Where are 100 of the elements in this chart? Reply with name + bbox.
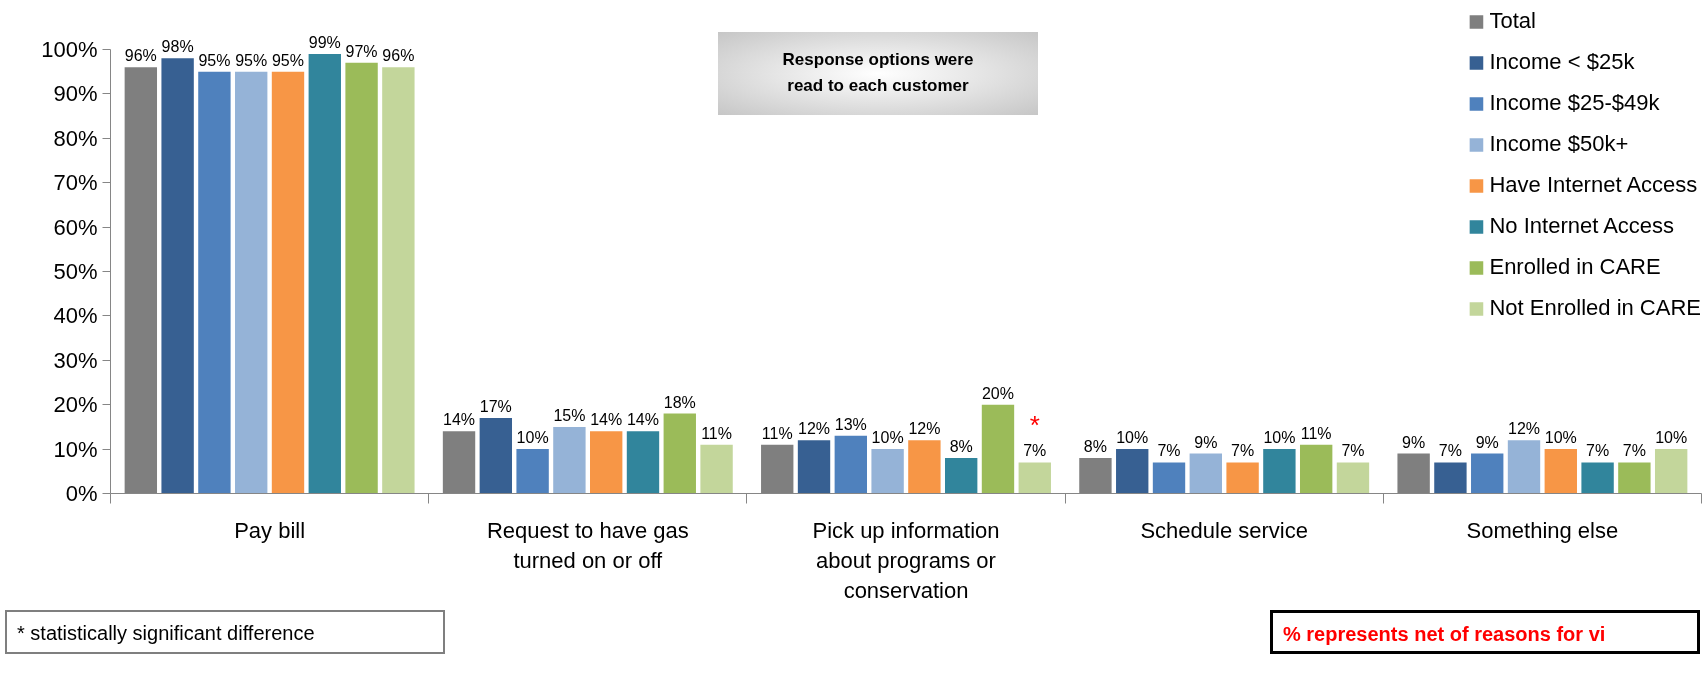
data-label: 12% [908, 420, 941, 438]
data-label: 18% [663, 393, 696, 411]
y-tick-label: 100% [41, 36, 98, 62]
text: * statistically significant difference [17, 621, 315, 646]
bar [981, 404, 1015, 494]
bar [553, 426, 586, 494]
legend-label: Total [1489, 8, 1536, 34]
bar [1336, 462, 1370, 494]
data-label: 9% [1475, 433, 1499, 451]
data-label: 9% [1402, 433, 1426, 451]
x-tick-label: Pick up information about programs or conservation [812, 517, 1000, 603]
y-tick-label: 60% [53, 214, 98, 240]
bar [1507, 440, 1541, 494]
data-label: 8% [949, 437, 973, 455]
bar [590, 431, 623, 494]
data-label: 11% [761, 424, 793, 442]
text: % represents net of reasons for vi [1283, 622, 1606, 647]
data-label: 97% [345, 42, 378, 60]
y-tick-label: 70% [53, 170, 98, 196]
y-tick-label: 20% [53, 392, 98, 418]
bar [1581, 462, 1614, 494]
bar [198, 71, 231, 494]
bar [1152, 462, 1186, 494]
bar [1189, 453, 1222, 494]
bar [663, 413, 696, 494]
bar [382, 67, 415, 494]
x-tick-label: Pay bill [234, 517, 306, 543]
bar [516, 449, 549, 494]
data-label: 95% [235, 51, 268, 69]
bar [161, 58, 194, 494]
data-label: 7% [1157, 442, 1181, 460]
data-label: 15% [553, 406, 586, 424]
data-label: 99% [308, 33, 341, 51]
y-tick-label: 30% [53, 347, 98, 373]
legend-label: Income $25-$49k [1489, 90, 1660, 116]
bar [1226, 462, 1259, 494]
data-label: 7% [1622, 442, 1646, 460]
legend-label: Not Enrolled in CARE [1489, 295, 1701, 321]
y-tick-label: 40% [53, 303, 98, 329]
bar [1544, 449, 1577, 494]
data-label: 10% [1655, 429, 1688, 447]
bar [345, 62, 378, 494]
data-label: 11% [701, 424, 732, 442]
bar [1471, 453, 1504, 494]
bar [308, 53, 341, 494]
data-label: 7% [1586, 442, 1610, 460]
y-tick-label: 80% [53, 125, 98, 151]
data-label: 7% [1023, 442, 1047, 460]
data-label: 13% [834, 415, 867, 433]
data-label: 17% [479, 398, 512, 416]
data-label: 9% [1194, 433, 1218, 451]
bar [797, 440, 831, 494]
data-label: 10% [516, 429, 549, 447]
data-label: 14% [626, 411, 660, 429]
bar [271, 71, 305, 494]
bar [871, 449, 904, 494]
x-tick-label: Schedule service [1140, 517, 1308, 543]
bar [1116, 449, 1149, 494]
annotation: * [1029, 410, 1040, 441]
data-label: 7% [1231, 442, 1255, 460]
legend-label: No Internet Access [1489, 213, 1675, 239]
data-label: 98% [161, 38, 194, 56]
x-tick-label: Request to have gas turned on or off [486, 517, 689, 573]
data-label: 12% [1507, 420, 1541, 438]
legend-label: Income $50k+ [1489, 131, 1629, 157]
data-label: 7% [1341, 442, 1365, 460]
bar [700, 444, 733, 494]
legend-label: Income < $25k [1489, 49, 1635, 75]
bar [1654, 449, 1688, 494]
data-label: 95% [271, 51, 305, 69]
bar [1618, 462, 1651, 494]
bar [908, 440, 941, 494]
y-tick-label: 0% [65, 481, 98, 506]
data-label: 10% [871, 429, 904, 447]
data-label: 14% [590, 411, 623, 429]
data-label: 10% [1116, 429, 1149, 447]
bar [1299, 444, 1333, 494]
bar [945, 457, 978, 494]
data-label: 12% [798, 420, 831, 438]
data-label: 14% [443, 411, 476, 429]
data-label: 11% [1300, 424, 1332, 442]
bar [834, 435, 867, 494]
x-tick-label: Something else [1466, 517, 1619, 543]
data-label: 96% [382, 47, 415, 65]
bar [235, 71, 268, 494]
data-label: 10% [1544, 429, 1577, 447]
bar [1018, 462, 1051, 494]
legend-label: Have Internet Access [1489, 172, 1698, 198]
data-label: 96% [124, 47, 157, 65]
legend-label: Enrolled in CARE [1489, 254, 1661, 280]
data-label: 7% [1438, 442, 1462, 460]
data-label: 95% [198, 51, 231, 69]
bar [626, 431, 660, 494]
bar [479, 418, 513, 494]
bar [1263, 449, 1296, 494]
annotation: Response options were read to each customer [781, 49, 975, 97]
data-label: 10% [1263, 429, 1296, 447]
data-label: 8% [1083, 437, 1107, 455]
y-tick-label: 10% [53, 436, 98, 462]
y-tick-label: 50% [53, 258, 98, 284]
